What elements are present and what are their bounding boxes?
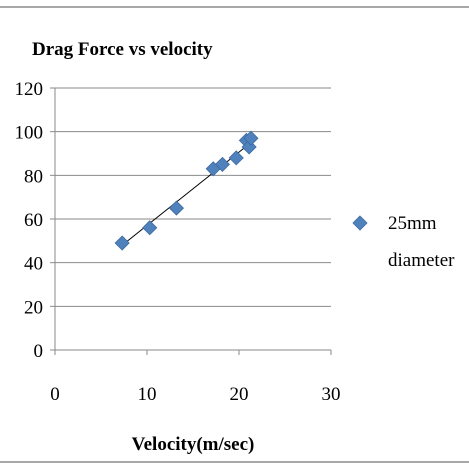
- legend-marker-0: [352, 215, 368, 231]
- y-tick-label-40: 40: [24, 254, 43, 275]
- axes: [50, 87, 332, 355]
- x-tick-label-30: 30: [322, 384, 341, 405]
- y-tick-label-60: 60: [24, 210, 43, 231]
- y-tick-label-20: 20: [24, 297, 43, 318]
- chart-title: Drag Force vs velocity: [32, 39, 213, 60]
- x-tick-label-20: 20: [230, 384, 249, 405]
- data-points: [114, 130, 259, 251]
- legend: 25mm diameter: [352, 213, 455, 271]
- data-point-0-8: [243, 130, 259, 146]
- data-point-0-1: [142, 220, 158, 236]
- y-tick-label-100: 100: [15, 123, 44, 144]
- data-point-0-0: [114, 235, 130, 251]
- data-point-0-5: [228, 150, 244, 166]
- x-tick-labels: 0 10 20 30: [50, 384, 340, 405]
- y-tick-label-0: 0: [34, 341, 44, 362]
- y-tick-label-80: 80: [24, 166, 43, 187]
- legend-label-line-2: diameter: [388, 250, 455, 271]
- legend-label-line-1: 25mm: [388, 213, 437, 234]
- legend-label-0: 25mm diameter: [388, 213, 455, 271]
- gridlines: [55, 87, 331, 307]
- data-point-0-4: [214, 156, 231, 172]
- x-axis-label: Velocity(m/sec): [132, 434, 255, 455]
- y-tick-label-120: 120: [15, 79, 44, 100]
- data-point-0-2: [168, 200, 185, 216]
- x-tick-label-10: 10: [138, 384, 157, 405]
- x-tick-label-0: 0: [50, 384, 60, 405]
- y-tick-labels: 0 20 40 60 80 100 120: [15, 79, 44, 362]
